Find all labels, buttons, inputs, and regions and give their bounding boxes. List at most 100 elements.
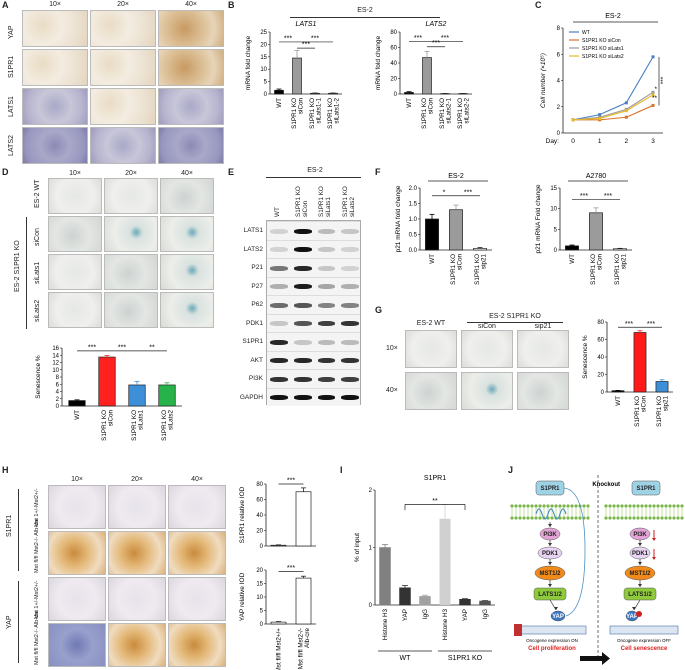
pathway-arrowhead [554,607,558,610]
liver-image [108,577,166,621]
x-tick-label: 1 [598,138,602,145]
y-tick-label: 20 [260,42,267,48]
membrane-head [680,516,684,520]
membrane-head [562,504,566,508]
y-tick-label: 2 [557,105,561,111]
series-point [651,93,655,97]
membrane-head [574,504,578,508]
x-tick-label: S1PR1 KOsip21 [474,254,488,285]
membrane-head [672,504,676,508]
x-tick-label-line: siCon [297,98,304,115]
cell-image [48,216,102,252]
column-label: ES-2 WT [416,320,446,327]
membrane-head [546,504,550,508]
y-tick-label: 10 [256,595,263,601]
bar [479,600,491,606]
chart-f-es2: ES-2 0.0 0.5 1.0 1.5 2.0 p21 mRNA fold change W… [395,173,492,285]
x-axis-label: Day: [546,138,560,145]
membrane-head [530,516,534,520]
y-axis-label: p21 mRNA Fold change [535,184,542,253]
blot-band [270,302,288,308]
y-tick-label: 40 [390,61,397,67]
cell-image [160,254,214,290]
pathway-arrowhead [548,524,552,527]
x-tick-label: WT [615,396,622,406]
membrane-head [612,504,616,508]
x-tick-label: S1PR1 KOsip21 [614,254,628,285]
significance-label: *** [88,344,96,351]
group-label: ES-2 S1PR1 KO [489,313,541,320]
y-axis-label: mRNA fold change [245,36,252,91]
y-tick-label: 1 [369,546,373,552]
x-tick-label-line: S1PR1 KO [450,254,457,285]
x-tick-label: WT [429,254,436,264]
receptor-icon [535,508,567,520]
x-tick-label-line: S1PR1 KO [131,410,138,441]
membrane-head [558,504,562,508]
membrane-head [578,516,582,520]
membrane-head [534,516,538,520]
chart-title: ES-2 [448,173,464,180]
x-tick-label-line: siLats2-2 [463,98,470,124]
liver-image [108,531,166,575]
lane-label: S1PR1 KO siLats2 [342,186,356,217]
blot-band [317,376,336,382]
membrane-head [604,516,608,520]
x-tick-label: 0 [571,138,575,145]
y-tick-label: 0 [554,248,558,254]
cell-image [517,372,569,410]
blot-band [270,339,288,345]
significance-label: ** [652,95,658,102]
panel-label-b: B [228,0,235,10]
down-arrowhead [652,538,656,541]
bar [158,384,176,407]
significance-label: ** [149,344,155,351]
legend-label: WT [582,30,590,36]
y-tick-label: 40 [597,355,604,361]
panel-label-f: F [375,167,381,177]
bar [379,547,391,606]
y-tick-label: 15 [550,186,557,192]
membrane-head [612,516,616,520]
dna-bar [517,625,587,635]
significance-label: * [443,189,446,196]
pathway-node-label: YAP [552,614,564,620]
x-tick-label: IgG [422,609,429,619]
membrane-head [526,516,530,520]
column-label: sip21 [534,323,552,330]
y-tick-label: 20 [256,568,263,574]
x-tick-label-line: siCon [427,98,434,115]
blot-label: AKT [250,356,263,364]
x-tick-label: S1PR1 KOsiCon [421,98,435,129]
y-tick-label: 15 [256,582,263,588]
x-tick-label-line: S1PR1 KO [101,410,108,441]
ihc-image [158,88,224,125]
membrane-head [550,504,554,508]
membrane-head [628,504,632,508]
significance-label: *** [414,35,422,42]
blot-row: GAPDH [240,387,360,406]
chart-f-a2780: A2780 0 5 10 15 p21 mRNA Fold change WT S1PR1 K… [535,173,632,285]
membrane-head [566,516,570,520]
y-tick-label: 6 [557,52,561,58]
bar [425,218,439,251]
x-tick-label: WT [276,98,283,108]
blot-band [317,247,336,253]
series-point [651,103,655,107]
row-label: S1PR1 [8,55,15,78]
x-tick-label-line: S1PR1 KO [421,98,428,129]
x-tick-label: Histone H3 [382,609,389,641]
pathway-node-label: PDK1 [542,551,559,557]
x-tick-label: Mst fl/fl Mst2+/+ [276,628,283,670]
chart-title: ES-2 [605,13,621,20]
series-line [572,94,654,121]
right-title: Knockout [592,482,620,488]
x-tick-label: Histone H3 [442,609,449,641]
blot-band [270,376,288,382]
membrane-head [648,516,652,520]
membrane-head [656,504,660,508]
x-tick-label-line: siLats1-2 [333,98,340,124]
membrane-head [648,504,652,508]
x-tick-label: WT [569,254,576,264]
y-tick-label: 5 [260,609,264,615]
